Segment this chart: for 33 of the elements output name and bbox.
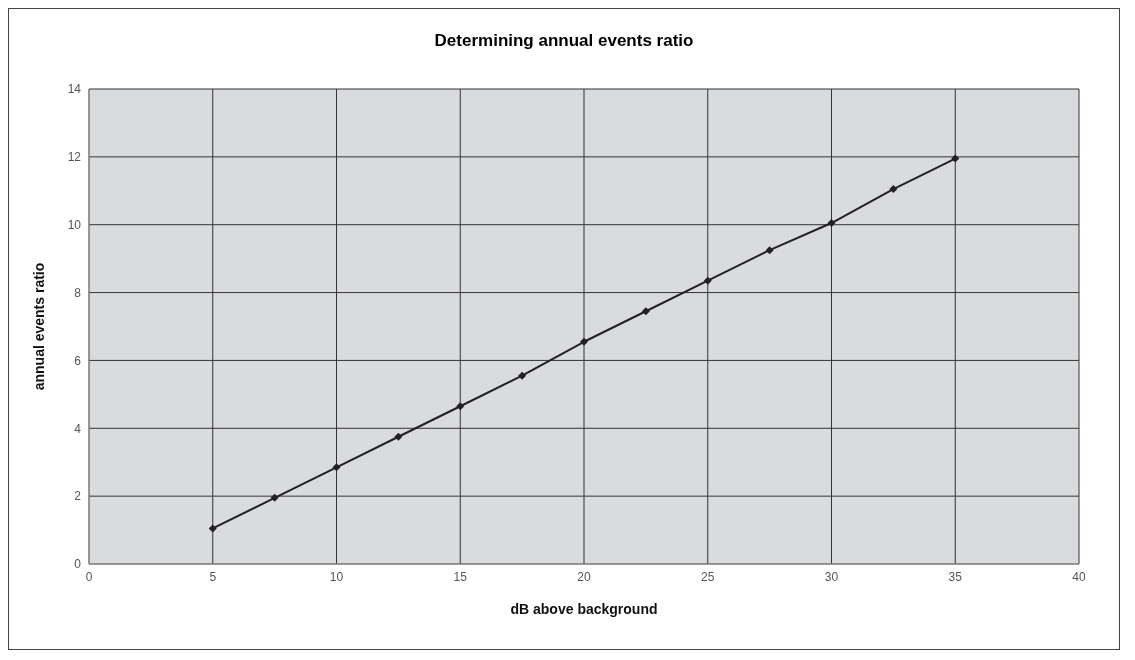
point (208, 524, 217, 533)
point (456, 402, 465, 411)
y-tick-label: 2 (74, 489, 82, 504)
x-tick-label: 20 (577, 569, 591, 584)
y-tick-label: 8 (74, 285, 82, 300)
x-axis-title: dB above background (510, 601, 658, 617)
point (580, 337, 588, 346)
y-tick-label: 0 (74, 557, 82, 572)
y-tick-label: 4 (74, 421, 82, 436)
x-tick-label: 40 (1072, 569, 1086, 584)
point (889, 185, 898, 194)
point (270, 493, 279, 502)
chart-title: Determining annual events ratio (433, 31, 695, 51)
point (827, 219, 836, 228)
x-tick-label: 35 (948, 569, 963, 584)
y-tick-label: 6 (74, 353, 82, 368)
point (641, 307, 650, 316)
y-tick-label: 14 (67, 82, 82, 97)
point (951, 154, 960, 163)
point (394, 432, 403, 441)
y-axis-title: annual events ratio (30, 262, 47, 391)
point (765, 246, 774, 255)
x-tick-label: 10 (329, 569, 344, 584)
point (332, 463, 341, 472)
point (703, 276, 712, 285)
point (518, 371, 527, 380)
y-tick-label: 10 (67, 217, 82, 232)
x-tick-label: 15 (453, 569, 468, 584)
x-tick-label: 30 (824, 569, 839, 584)
x-tick-label: 25 (701, 569, 715, 584)
y-tick-label: 12 (67, 150, 82, 165)
x-tick-label: 0 (85, 569, 93, 584)
x-tick-label: 5 (209, 569, 217, 584)
